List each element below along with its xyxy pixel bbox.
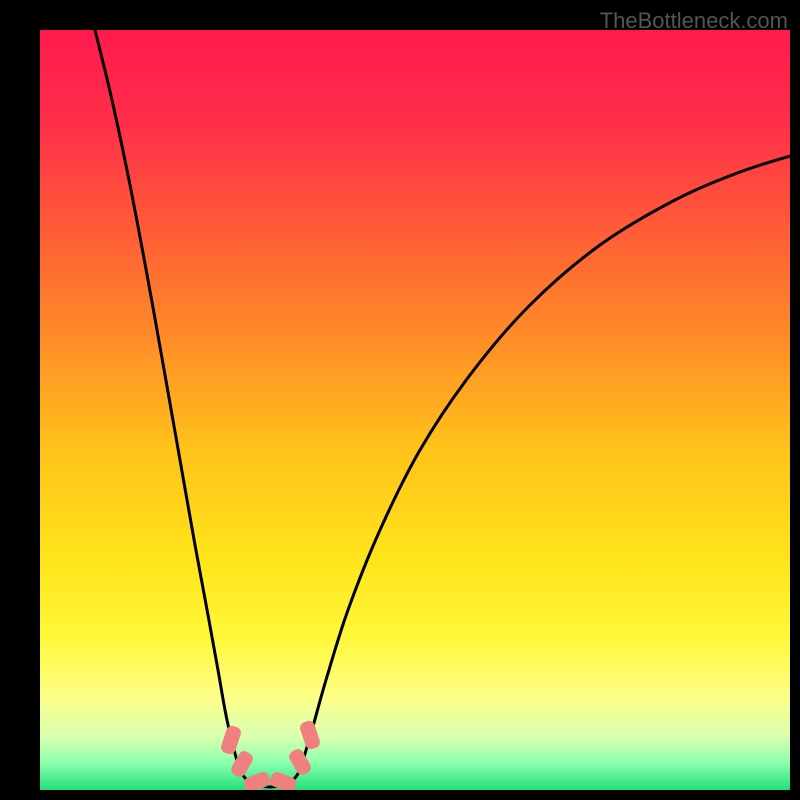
chart-container: TheBottleneck.com <box>0 0 800 800</box>
bottleneck-curve-plot <box>0 0 800 800</box>
plot-gradient-background <box>40 30 790 790</box>
